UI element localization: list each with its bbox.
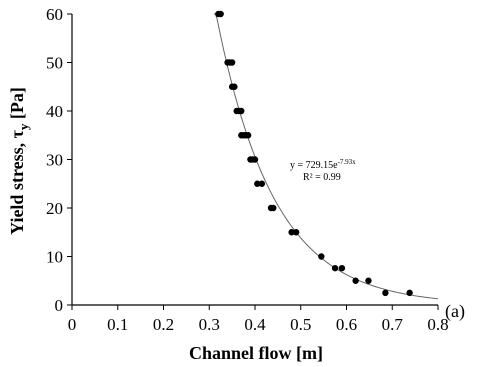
x-tick-label: 0.5 [290, 315, 311, 334]
r-squared-label: R² = 0.99 [303, 172, 341, 183]
data-point [331, 264, 339, 272]
x-axis-title: Channel flow [m] [189, 343, 323, 363]
y-tick-label: 30 [46, 151, 63, 170]
y-tick-label: 20 [46, 199, 63, 218]
equation-label: y = 729.15e-7.93x [290, 158, 356, 171]
x-tick-label: 0.6 [336, 315, 357, 334]
data-point [217, 10, 224, 18]
data-point [292, 229, 300, 236]
y-axis-title-subscript: y [16, 123, 31, 130]
data-point [365, 277, 372, 284]
y-axis-title-unit: [Pa] [7, 87, 27, 123]
y-axis-title-main: Yield stress, τ [7, 129, 27, 234]
y-axis-title: Yield stress, τy [Pa] [7, 87, 31, 235]
trendline-layer [213, 13, 439, 300]
data-point [244, 132, 252, 139]
data-point [338, 264, 346, 272]
data-point [318, 253, 325, 260]
data-point [231, 83, 238, 90]
data-points-layer [215, 10, 413, 297]
data-point [251, 156, 259, 163]
x-tick-label: 0.7 [382, 315, 404, 334]
x-tick-label: 0.1 [107, 315, 128, 334]
y-tick-label: 0 [55, 296, 64, 315]
data-point [228, 59, 236, 66]
panel-label: (a) [445, 301, 465, 322]
x-tick-labels: 0 0.1 0.2 0.3 0.4 0.5 0.6 0.7 0.8 [68, 305, 449, 334]
x-tick-label: 0.3 [199, 315, 220, 334]
y-tick-label: 50 [46, 54, 63, 73]
y-tick-labels: 0 10 20 30 40 50 60 [46, 5, 72, 315]
x-tick-label: 0.2 [153, 315, 174, 334]
y-tick-label: 10 [46, 248, 63, 267]
data-point [382, 289, 389, 297]
equation-exponent: -7.93x [338, 158, 357, 166]
data-point [406, 289, 413, 297]
data-point [288, 229, 295, 236]
x-tick-label: 0 [68, 315, 77, 334]
data-point [254, 180, 261, 187]
y-tick-label: 60 [46, 5, 63, 24]
x-tick-label: 0.8 [427, 315, 448, 334]
data-point [352, 277, 359, 284]
equation-base: y = 729.15e [290, 160, 338, 171]
x-tick-label: 0.4 [244, 315, 266, 334]
data-point [238, 107, 245, 115]
y-tick-label: 40 [46, 102, 63, 121]
data-point [270, 204, 277, 212]
trendline [213, 13, 439, 300]
data-point [258, 180, 266, 187]
